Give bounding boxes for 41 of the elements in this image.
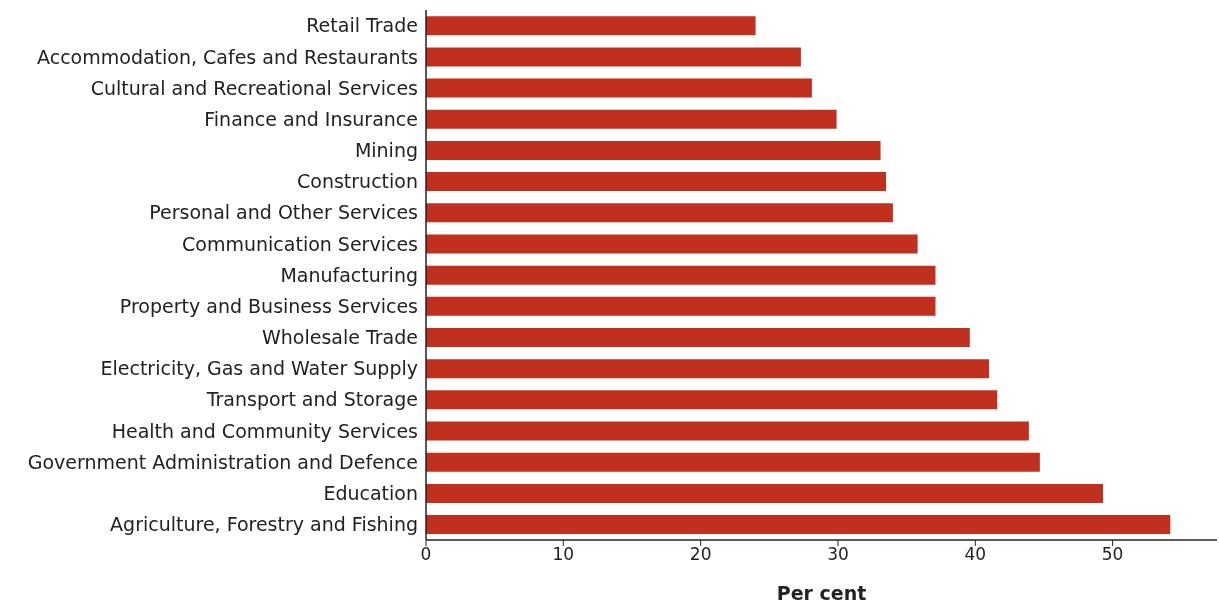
- x-tick-label: 30: [827, 544, 849, 565]
- bar: [426, 47, 801, 67]
- y-tick-label: Government Administration and Defence: [27, 450, 418, 473]
- x-tick-label: 50: [1101, 544, 1124, 565]
- bar: [426, 328, 970, 347]
- bar: [426, 109, 837, 129]
- y-tick-label: Manufacturing: [280, 263, 418, 286]
- y-tick-label: Property and Business Services: [119, 294, 418, 317]
- bar: [426, 483, 1104, 503]
- bar: [426, 78, 812, 98]
- x-tick-label: 20: [689, 544, 712, 565]
- y-tick-label: Personal and Other Services: [149, 201, 418, 224]
- y-tick-label: Communication Services: [182, 232, 418, 255]
- y-tick-label: Retail Trade: [306, 14, 418, 37]
- y-tick-label: Cultural and Recreational Services: [90, 76, 418, 99]
- bar: [426, 203, 893, 223]
- bar: [426, 16, 756, 36]
- bar: [426, 172, 887, 192]
- x-axis-title: Per cent: [776, 582, 867, 600]
- y-tick-label: Finance and Insurance: [204, 107, 418, 130]
- bar: [426, 515, 1171, 535]
- y-tick-label: Mining: [354, 139, 418, 162]
- y-tick-label: Construction: [297, 170, 418, 193]
- y-tick-label: Electricity, Gas and Water Supply: [100, 357, 418, 380]
- bar: [426, 421, 1029, 441]
- x-tick-label: 10: [552, 544, 575, 565]
- bar: [426, 265, 936, 285]
- bar: [426, 452, 1040, 472]
- bar: [426, 296, 936, 316]
- y-tick-label: Wholesale Trade: [262, 326, 418, 349]
- bar: [426, 390, 998, 410]
- bar: [426, 140, 881, 160]
- y-tick-label: Agriculture, Forestry and Fishing: [110, 513, 418, 536]
- x-tick-label: 40: [964, 544, 987, 565]
- bar: [426, 359, 990, 379]
- bar: [426, 234, 918, 254]
- y-tick-label: Accommodation, Cafes and Restaurants: [37, 45, 418, 68]
- x-tick-label: 0: [420, 544, 432, 565]
- y-tick-label: Transport and Storage: [205, 388, 418, 411]
- y-tick-label: Health and Community Services: [111, 419, 418, 442]
- y-tick-label: Education: [323, 481, 418, 504]
